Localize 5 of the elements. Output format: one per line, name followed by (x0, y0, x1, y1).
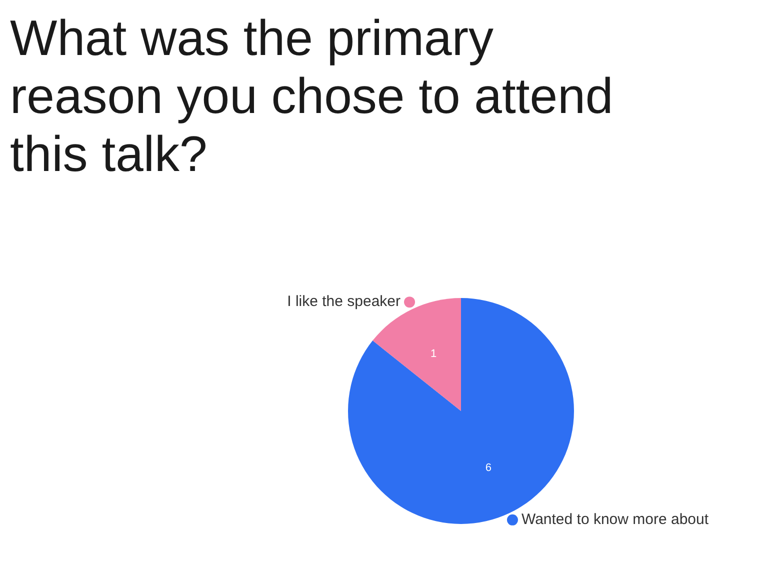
legend-label: Wanted to know more about (521, 510, 710, 528)
data-label: 1 (430, 348, 437, 360)
slice-label: I like the speaker (287, 293, 401, 310)
data-label: 6 (485, 462, 492, 474)
chart-title: What was the primary reason you chose to attend this talk? (10, 10, 614, 182)
